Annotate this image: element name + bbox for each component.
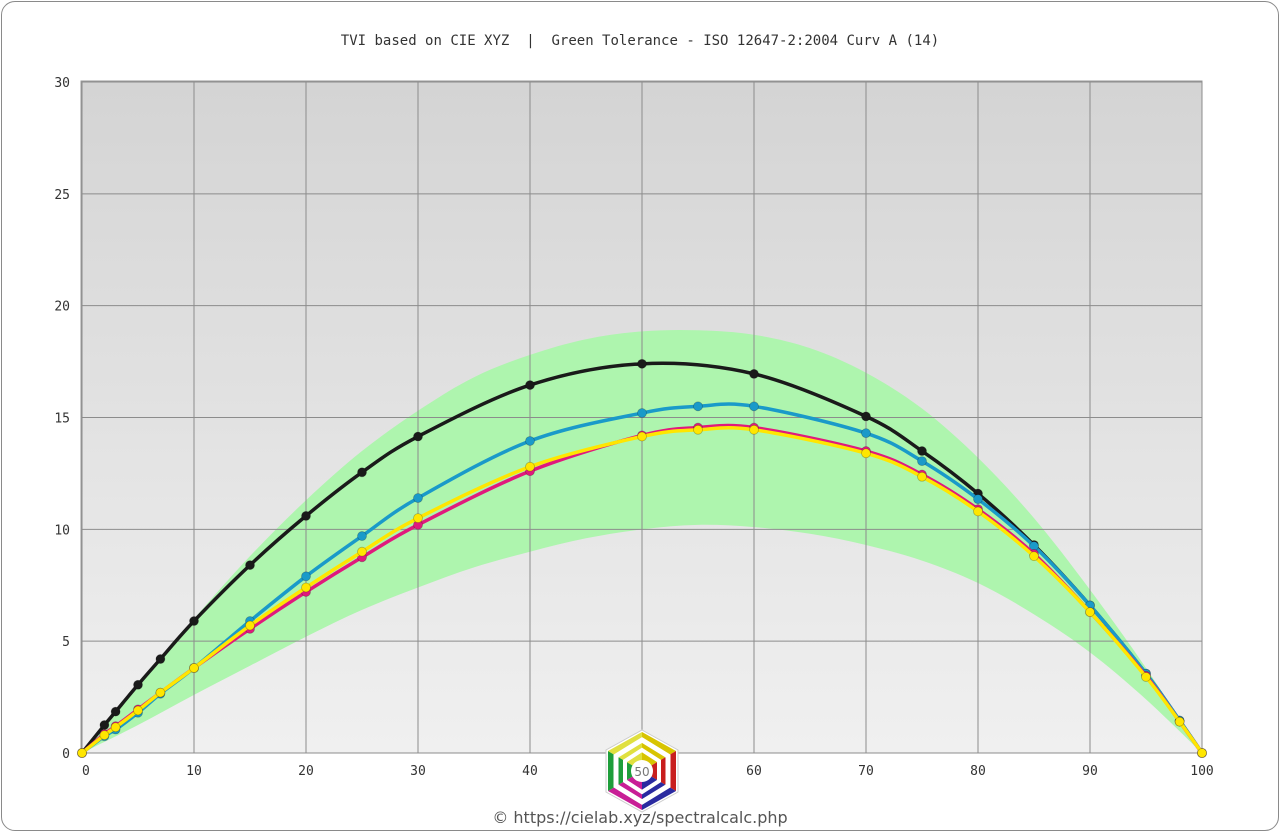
y-tick-label: 10 [54, 523, 70, 538]
data-point [693, 424, 703, 435]
data-point [749, 368, 759, 379]
data-point [973, 494, 983, 505]
y-tick-label: 15 [54, 412, 70, 427]
data-point [413, 513, 423, 524]
data-point [245, 620, 255, 631]
data-point [413, 431, 423, 442]
x-tick-label: 60 [746, 764, 762, 779]
data-point [693, 401, 703, 412]
data-point [637, 408, 647, 418]
data-point [357, 467, 367, 478]
data-point [1174, 716, 1185, 727]
tolerance-band [82, 329, 1202, 753]
data-point [155, 654, 166, 664]
data-point [973, 506, 983, 517]
data-point [77, 748, 87, 758]
data-point [861, 448, 871, 459]
x-tick-label: 80 [970, 764, 986, 779]
y-tick-label: 0 [62, 747, 70, 762]
data-point [917, 471, 927, 482]
chart-title: TVI based on CIE XYZ | Green Tolerance -… [340, 33, 940, 49]
x-tick-label: 20 [298, 764, 314, 779]
x-tick-label: 10 [186, 764, 202, 779]
data-point [749, 424, 759, 435]
data-point [110, 706, 121, 717]
data-point [637, 358, 647, 369]
data-point [637, 431, 647, 442]
data-point [133, 705, 143, 716]
data-point [525, 436, 535, 446]
data-point [155, 687, 166, 698]
data-point [301, 571, 311, 582]
data-point [189, 616, 199, 626]
x-tick-label: 70 [858, 764, 874, 779]
y-tick-label: 30 [54, 76, 70, 91]
data-point [525, 461, 535, 472]
x-tick-label: 100 [1190, 764, 1213, 779]
data-point [861, 428, 871, 439]
data-point [301, 511, 311, 521]
data-point [1029, 551, 1039, 562]
y-tick-label: 5 [62, 635, 70, 650]
x-tick-label: 0 [82, 764, 90, 779]
copyright-credit[interactable]: © https://cielab.xyz/spectralcalc.php [492, 808, 788, 827]
data-point [1085, 607, 1095, 617]
data-point [357, 546, 367, 557]
data-point [749, 401, 759, 412]
logo-text: 50 [634, 765, 649, 779]
data-point [1197, 748, 1207, 758]
data-point [1141, 672, 1151, 682]
data-point [245, 560, 255, 571]
x-tick-label: 90 [1082, 764, 1098, 779]
data-point [861, 411, 871, 422]
data-point [917, 456, 927, 467]
data-point [99, 720, 110, 730]
x-tick-label: 40 [522, 764, 538, 779]
data-point [110, 722, 121, 733]
data-point [413, 493, 423, 503]
x-tick-label: 30 [410, 764, 426, 779]
data-point [189, 663, 199, 673]
cielab-logo-icon: 50 [605, 729, 679, 813]
data-point [133, 679, 143, 690]
data-point [357, 531, 367, 541]
y-tick-label: 25 [54, 188, 70, 203]
y-tick-label: 20 [54, 300, 70, 315]
data-point [525, 380, 535, 390]
data-point [917, 446, 927, 456]
data-point [99, 730, 110, 741]
data-point [301, 582, 311, 593]
